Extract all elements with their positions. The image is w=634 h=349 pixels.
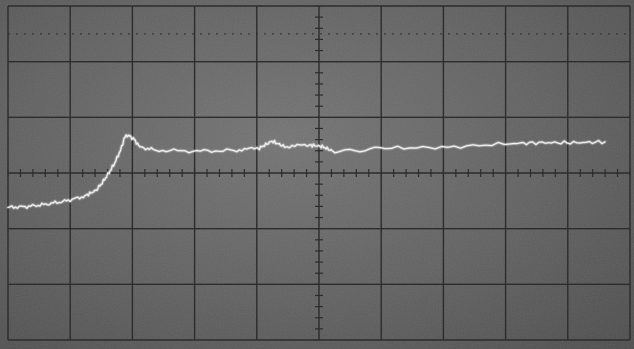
waveform-trace-core: [7, 134, 606, 209]
graticule-ticks: [7, 5, 631, 341]
